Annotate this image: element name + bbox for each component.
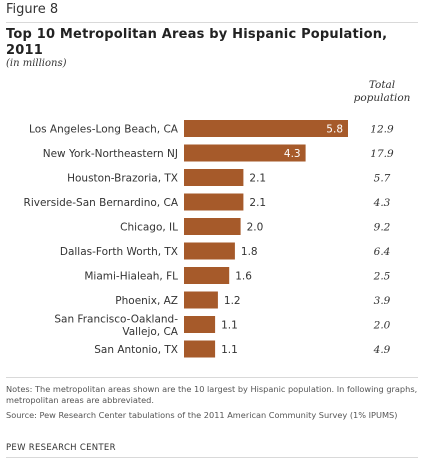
value-label: 1.1 xyxy=(221,320,238,332)
total-population-value: 4.3 xyxy=(373,197,391,209)
bar xyxy=(184,193,244,211)
category-label: Dallas-Forth Worth, TX xyxy=(60,246,178,258)
total-population-value: 5.7 xyxy=(374,173,391,185)
value-label: 5.8 xyxy=(326,124,343,136)
bar xyxy=(184,267,230,284)
value-label: 2.1 xyxy=(249,197,266,209)
bottom-divider xyxy=(6,457,418,458)
total-population-value: 2.0 xyxy=(373,320,391,332)
bar xyxy=(184,120,348,137)
total-population-value: 9.2 xyxy=(374,222,391,234)
total-population-value: 17.9 xyxy=(370,148,394,160)
category-label: Miami-Hialeah, FL xyxy=(84,271,178,283)
category-label: Riverside-San Bernardino, CA xyxy=(24,197,179,209)
bar xyxy=(184,144,306,162)
total-population-value: 4.9 xyxy=(373,344,391,356)
chart-source: Source: Pew Research Center tabulations … xyxy=(6,410,398,420)
top-divider xyxy=(6,22,418,23)
bar xyxy=(184,291,218,309)
bar xyxy=(184,218,241,235)
category-label: Chicago, IL xyxy=(120,222,178,234)
value-label: 2.0 xyxy=(247,222,264,234)
category-label: Houston-Brazoria, TX xyxy=(67,173,178,185)
bar xyxy=(184,316,216,333)
category-label: San Francisco-Oakland- xyxy=(54,313,178,325)
total-population-value: 3.9 xyxy=(374,295,391,307)
chart-notes: Notes: The metropolitan areas shown are … xyxy=(6,384,418,405)
figure-label: Figure 8 xyxy=(6,2,59,17)
total-population-value: 6.4 xyxy=(374,246,391,258)
category-label: San Antonio, TX xyxy=(94,344,178,356)
chart-bottom-divider xyxy=(6,377,418,378)
category-label: New York-Northeastern NJ xyxy=(43,148,178,160)
chart-subtitle: (in millions) xyxy=(6,58,67,69)
value-label: 4.3 xyxy=(284,148,301,160)
total-population-value: 2.5 xyxy=(373,271,391,283)
category-label: Phoenix, AZ xyxy=(115,295,178,307)
value-label: 1.2 xyxy=(224,295,241,307)
value-label: 2.1 xyxy=(249,173,266,185)
category-label: Los Angeles-Long Beach, CA xyxy=(29,124,179,136)
bar xyxy=(184,340,216,358)
value-label: 1.1 xyxy=(221,344,238,356)
value-label: 1.6 xyxy=(235,271,252,283)
bar xyxy=(184,169,244,186)
total-population-value: 12.9 xyxy=(370,124,394,136)
chart-title: Top 10 Metropolitan Areas by Hispanic Po… xyxy=(6,27,388,58)
value-label: 1.8 xyxy=(241,246,258,258)
category-label: Vallejo, CA xyxy=(122,326,178,338)
bar xyxy=(184,242,235,260)
bar-chart: Los Angeles-Long Beach, CA 5.8 12.9 New Yor… xyxy=(24,120,394,358)
total-population-header: Total population xyxy=(353,79,411,104)
chart-credit: PEW RESEARCH CENTER xyxy=(6,443,116,453)
